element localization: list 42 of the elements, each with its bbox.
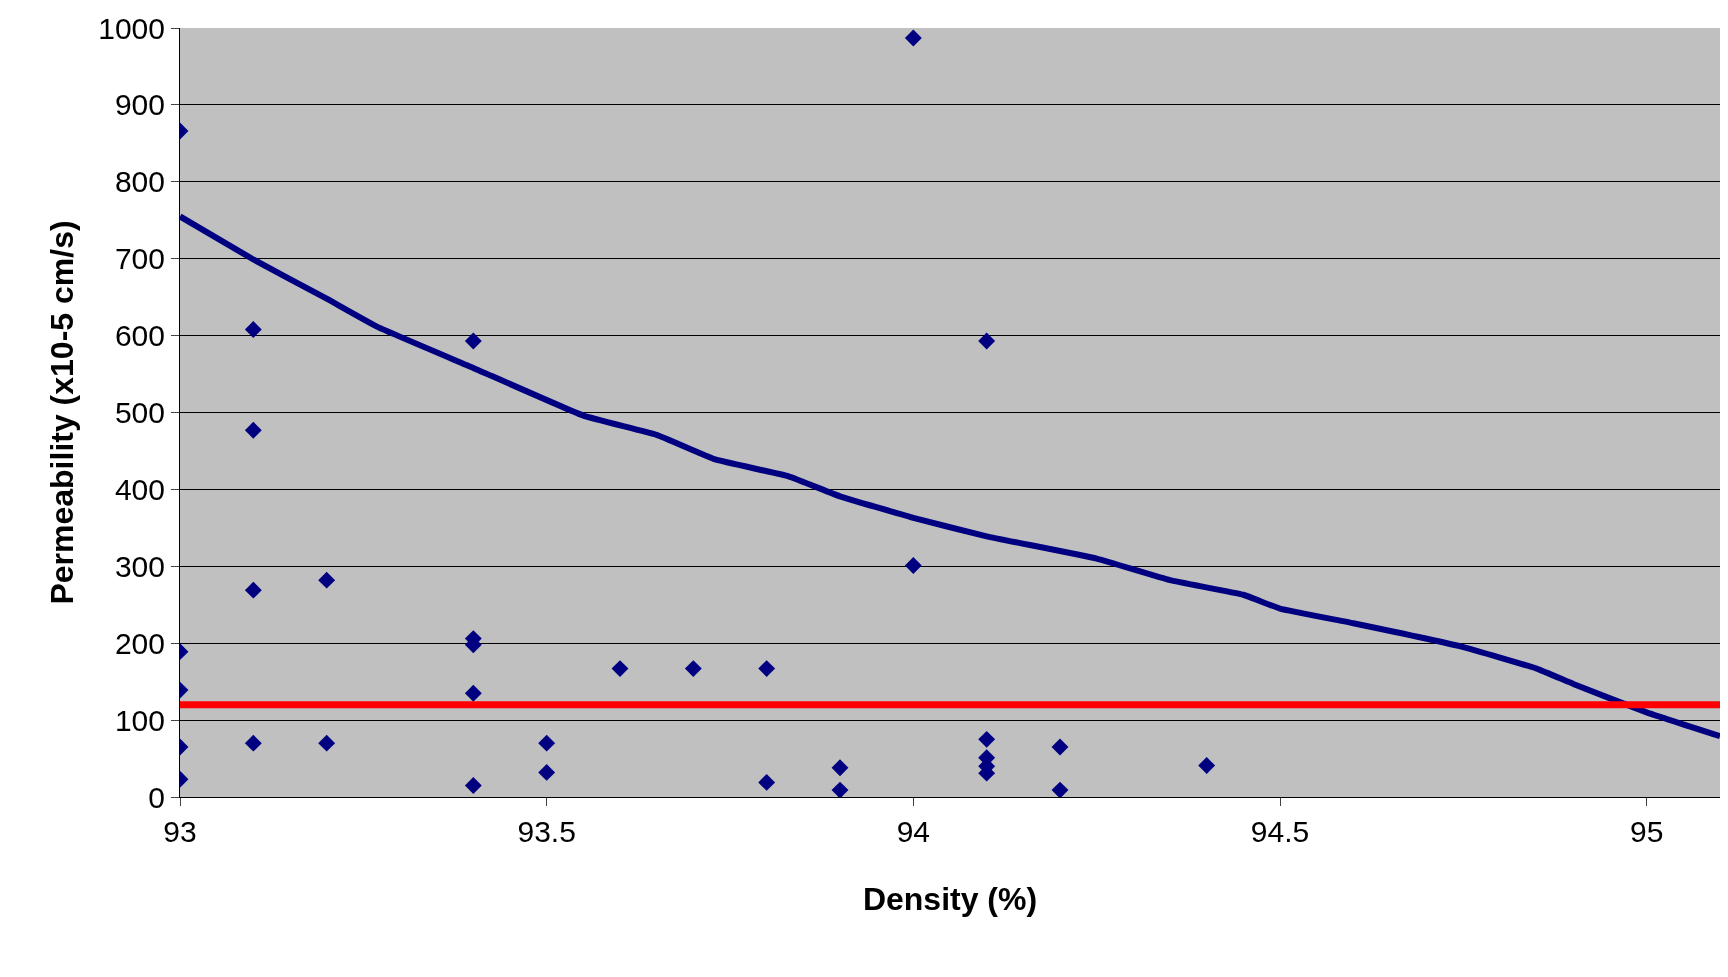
point (1051, 738, 1069, 756)
y-tick-label: 100 (114, 703, 165, 737)
x-tick-label: 93 (163, 815, 197, 848)
point (538, 734, 556, 752)
point (904, 557, 922, 574)
y-tick-label: 800 (114, 165, 165, 199)
point (318, 734, 336, 752)
y-tick-label: 1000 (98, 11, 165, 45)
point (758, 773, 776, 791)
point (611, 660, 629, 678)
point (978, 730, 996, 748)
y-tick-label: 300 (114, 549, 165, 583)
x-axis-title: Density (%) (862, 880, 1038, 917)
y-tick-label: 200 (114, 626, 165, 660)
x-tick-label: 93.5 (517, 815, 576, 848)
y-tick-label: 400 (114, 472, 165, 506)
y-tick-label: 700 (114, 242, 165, 276)
point (464, 777, 482, 794)
y-tick-label: 900 (114, 88, 165, 122)
point (244, 421, 262, 439)
point (978, 332, 996, 350)
point (244, 734, 262, 752)
point (831, 759, 849, 777)
y-tick-label: 500 (114, 396, 165, 429)
point (1051, 781, 1069, 797)
point (904, 29, 922, 47)
point (538, 763, 556, 781)
x-tick-label: 95 (1629, 815, 1664, 848)
point (244, 581, 262, 599)
point (758, 660, 776, 678)
point (318, 571, 336, 589)
y-tick-label: 600 (114, 319, 165, 353)
y-tick-label: 0 (148, 780, 165, 814)
y-axis-title: Permeability (x10-5 cm/s) (43, 220, 80, 605)
point (464, 332, 482, 350)
point (464, 684, 482, 702)
point (1198, 757, 1216, 774)
point (831, 781, 849, 797)
point (244, 321, 262, 338)
x-tick-label: 94.5 (1250, 815, 1310, 848)
point (684, 660, 702, 678)
x-tick-label: 94 (896, 815, 931, 848)
